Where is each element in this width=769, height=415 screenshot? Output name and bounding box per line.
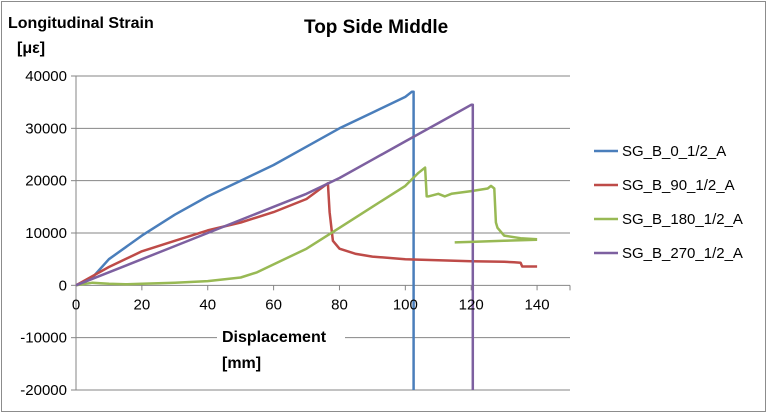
x-tick-label: 60 bbox=[265, 296, 282, 313]
y-axis-label: Longitudinal Strain bbox=[8, 15, 154, 32]
x-tick-label: 100 bbox=[393, 296, 418, 313]
series-line bbox=[75, 90, 415, 390]
x-axis-label: Displacement bbox=[222, 329, 327, 346]
x-tick-label: 140 bbox=[525, 296, 550, 313]
y-tick-label: 40000 bbox=[25, 68, 67, 85]
y-tick-label: -20000 bbox=[20, 382, 67, 399]
y-axis-unit: [με] bbox=[17, 40, 46, 57]
x-axis-label-background bbox=[217, 326, 345, 378]
legend-label: SG_B_0_1/2_A bbox=[622, 143, 726, 160]
series-line-segment bbox=[454, 238, 538, 244]
x-tick-label: 40 bbox=[199, 296, 216, 313]
y-tick-label: -10000 bbox=[20, 330, 67, 347]
y-tick-label: 30000 bbox=[25, 120, 67, 137]
legend: SG_B_0_1/2_A SG_B_90_1/2_A SG_B_180_1/2_A S… bbox=[594, 143, 743, 262]
x-tick-label: 80 bbox=[331, 296, 348, 313]
series-lines bbox=[75, 90, 538, 390]
chart-title: Top Side Middle bbox=[304, 17, 449, 38]
tick-labels: -20000 -10000 0 10000 20000 30000 40000 0 20 40 60… bbox=[20, 68, 549, 399]
legend-label: SG_B_90_1/2_A bbox=[622, 177, 735, 194]
legend-label: SG_B_180_1/2_A bbox=[622, 211, 743, 228]
y-tick-label: 20000 bbox=[25, 173, 67, 190]
grid-lines bbox=[76, 75, 570, 391]
x-axis-unit: [mm] bbox=[222, 355, 262, 372]
series-line bbox=[75, 166, 538, 287]
y-tick-label: 10000 bbox=[25, 225, 67, 242]
series-line bbox=[75, 182, 538, 287]
y-tick-label: 0 bbox=[59, 277, 67, 294]
x-tick-label: 0 bbox=[72, 296, 80, 313]
x-tick-label: 120 bbox=[459, 296, 484, 313]
legend-label: SG_B_270_1/2_A bbox=[622, 245, 743, 262]
axes bbox=[71, 75, 571, 391]
series-line bbox=[75, 103, 475, 390]
x-tick-label: 20 bbox=[134, 296, 151, 313]
